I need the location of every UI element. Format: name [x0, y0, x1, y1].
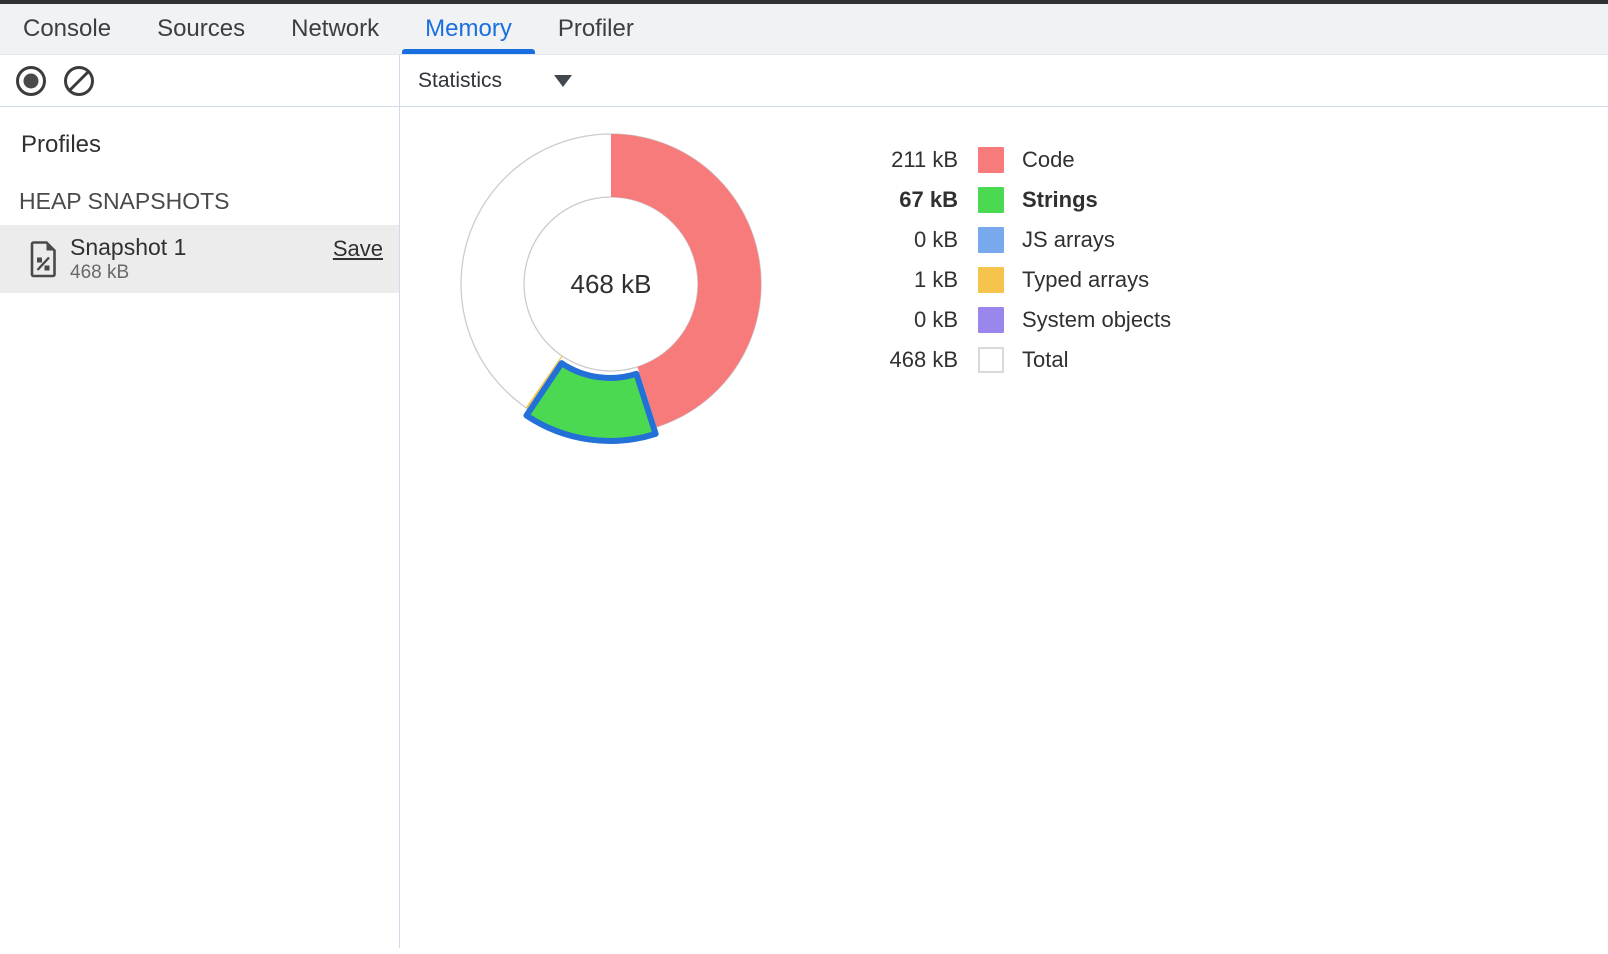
profiles-toolbar	[0, 55, 399, 107]
legend-value: 1 kB	[913, 267, 958, 292]
chevron-down-icon	[554, 75, 573, 87]
legend-label: Total	[1022, 347, 1069, 372]
heap-snapshots-section-heading: HEAP SNAPSHOTS	[19, 188, 230, 214]
legend-swatch-code	[978, 147, 1004, 173]
legend-swatch-system-objects	[978, 307, 1004, 333]
perspective-select[interactable]: Statistics	[418, 55, 573, 107]
legend-value: 468 kB	[889, 347, 959, 372]
legend-value: 0 kB	[913, 307, 958, 332]
ring-outline	[523, 196, 699, 372]
tab-console[interactable]: Console	[23, 15, 112, 42]
tab-memory[interactable]: Memory	[402, 4, 535, 54]
donut-chart-svg[interactable]	[441, 114, 781, 454]
window-top-edge	[0, 0, 1608, 4]
active-tab-underline	[402, 49, 535, 54]
legend-label: Strings	[1022, 187, 1098, 212]
legend-value: 67 kB	[899, 187, 958, 212]
panel-divider	[399, 55, 400, 948]
record-icon	[16, 66, 46, 96]
legend-swatch-total	[978, 347, 1004, 373]
heap-snapshot-file-icon	[30, 241, 56, 278]
legend-label: JS arrays	[1022, 227, 1115, 252]
heap-statistics-donut-chart: 468 kB	[441, 114, 781, 454]
legend-label: Code	[1022, 147, 1075, 172]
tab-profiler[interactable]: Profiler	[557, 15, 634, 42]
save-snapshot-link[interactable]: Save	[332, 236, 383, 261]
legend-swatch-typed-arrays	[978, 267, 1004, 293]
clear-profiles-button[interactable]	[62, 64, 96, 98]
legend-value: 0 kB	[913, 227, 958, 252]
record-heap-snapshot-button[interactable]	[14, 64, 48, 98]
panel-tab-bar: Console Sources Network Memory Profiler	[0, 4, 1608, 55]
chart-legend: 211 kB Code 67 kB Strings 0 kB JS arrays 1 kB T…	[830, 140, 1171, 380]
legend-row-typed-arrays[interactable]: 1 kB Typed arrays	[830, 260, 1171, 300]
profiles-heading: Profiles	[21, 131, 102, 158]
snapshot-list-item[interactable]: Snapshot 1 468 kB Save	[0, 225, 399, 293]
slice-code[interactable]	[611, 134, 762, 427]
legend-swatch-strings	[978, 187, 1004, 213]
legend-row-code[interactable]: 211 kB Code	[830, 140, 1171, 180]
slice-strings[interactable]	[523, 360, 659, 444]
legend-row-js-arrays[interactable]: 0 kB JS arrays	[830, 220, 1171, 260]
legend-value: 211 kB	[891, 147, 958, 172]
memory-toolbar: Statistics	[0, 55, 1608, 107]
legend-swatch-js-arrays	[978, 227, 1004, 253]
tab-sources[interactable]: Sources	[157, 15, 246, 42]
profiles-sidebar: Profiles HEAP SNAPSHOTS Snapshot 1 468 k…	[0, 107, 399, 954]
clear-icon	[64, 66, 94, 96]
perspective-select-label: Statistics	[418, 69, 503, 92]
slice-typed-arrays[interactable]	[525, 355, 563, 409]
legend-row-system-objects[interactable]: 0 kB System objects	[830, 300, 1171, 340]
snapshot-title: Snapshot 1	[70, 234, 187, 260]
legend-row-total[interactable]: 468 kB Total	[830, 340, 1171, 380]
legend-label: System objects	[1022, 307, 1172, 332]
legend-row-strings[interactable]: 67 kB Strings	[830, 180, 1171, 220]
tab-network[interactable]: Network	[291, 15, 380, 42]
legend-label: Typed arrays	[1022, 267, 1150, 292]
snapshot-size: 468 kB	[70, 262, 130, 283]
